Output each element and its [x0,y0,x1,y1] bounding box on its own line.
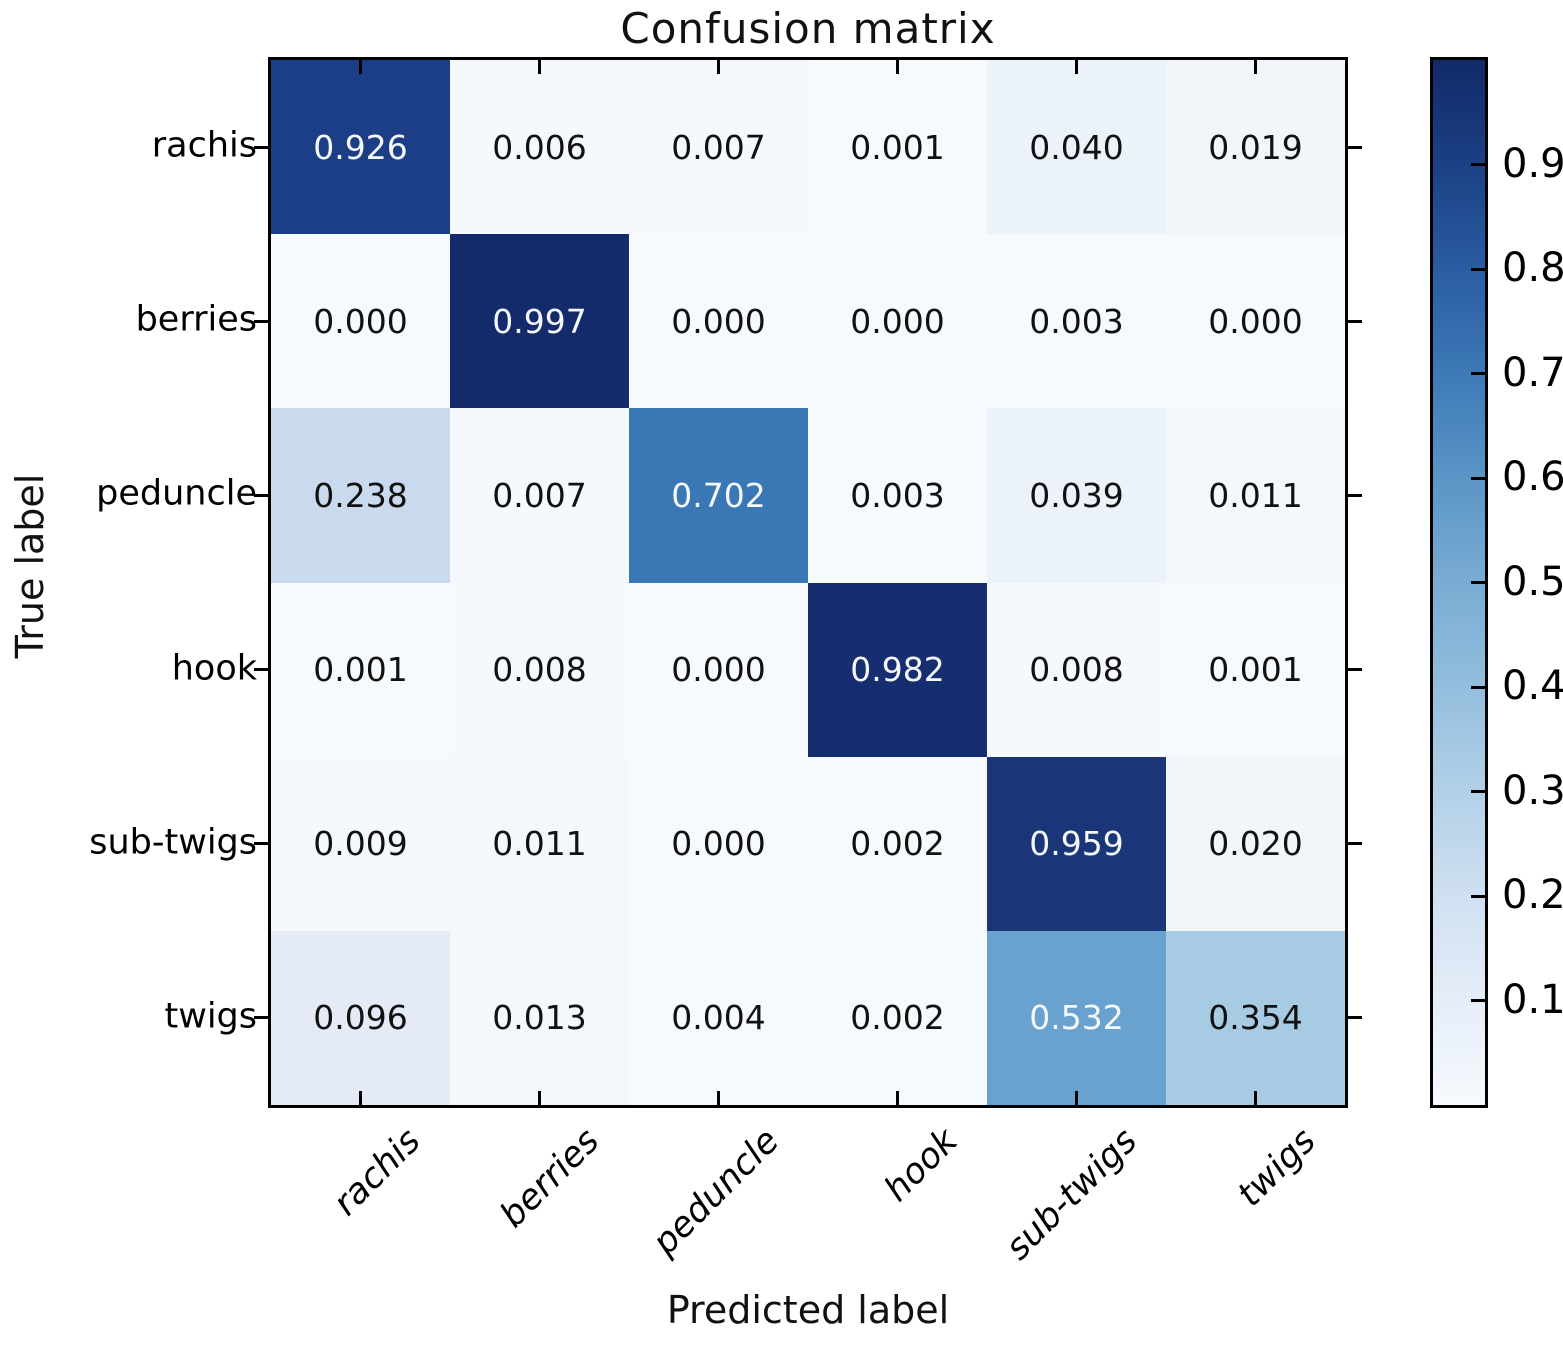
y-tick [1348,493,1362,497]
matrix-cell: 0.000 [629,756,808,931]
y-tick [1348,145,1362,149]
x-tick [1254,60,1257,74]
colorbar-tick [1471,163,1485,166]
matrix-cell: 0.007 [450,408,629,583]
colorbar-tick [1471,894,1485,898]
x-tick [538,1091,541,1105]
y-tick-label: twigs [164,996,257,1037]
matrix-cell: 0.000 [629,582,808,757]
y-tick [1348,1016,1362,1020]
x-tick [359,60,362,74]
matrix-cell: 0.007 [629,60,808,235]
y-tick-label: hook [171,647,257,688]
matrix-cell: 0.003 [987,234,1166,409]
y-tick [1348,319,1362,323]
matrix-cell: 0.702 [629,408,808,583]
matrix-cell: 0.002 [808,756,987,931]
x-tick-label: sub-twigs [997,1121,1145,1268]
y-tick-label: sub-twigs [89,822,257,863]
colorbar-tick-label: 0.9 [1502,140,1563,187]
matrix-cell: 0.039 [987,408,1166,583]
x-tick-label: rachis [326,1121,429,1224]
colorbar-tick-label: 0.2 [1502,872,1563,919]
x-tick-label: peduncle [644,1121,787,1264]
matrix-cell: 0.004 [629,930,808,1105]
y-tick [254,493,268,497]
matrix-cell: 0.019 [1166,60,1345,235]
matrix-cell: 0.982 [808,582,987,757]
matrix-cell: 0.238 [271,408,450,583]
matrix-cell: 0.011 [450,756,629,931]
y-tick [254,842,268,846]
matrix-cell: 0.020 [1166,756,1345,931]
colorbar-tick [1471,685,1485,689]
matrix-cell: 0.001 [1166,582,1345,757]
x-tick [896,60,899,74]
matrix-cell: 0.008 [450,582,629,757]
matrix-cell: 0.000 [808,234,987,409]
x-tick [1075,60,1078,74]
matrix-cell: 0.003 [808,408,987,583]
y-tick [254,1016,268,1020]
y-tick-label: berries [135,299,257,340]
x-tick-label: hook [877,1121,966,1210]
matrix-cell: 0.000 [271,234,450,409]
matrix-cell: 0.096 [271,930,450,1105]
colorbar-tick-label: 0.7 [1502,349,1563,396]
x-tick [896,1091,899,1105]
matrix-cell: 0.000 [629,234,808,409]
colorbar-tick-label: 0.4 [1502,663,1563,710]
y-tick-label: rachis [151,125,257,166]
y-axis-label: True label [8,473,52,659]
heatmap-grid: 0.926 0.006 0.007 0.001 0.040 0.019 0.000 0.997… [271,60,1345,1105]
colorbar-tick-label: 0.6 [1502,454,1563,501]
matrix-cell: 0.001 [808,60,987,235]
y-tick-label: peduncle [96,473,257,514]
colorbar-tick [1471,476,1485,480]
matrix-cell: 0.001 [271,582,450,757]
y-tick [254,319,268,323]
matrix-cell: 0.000 [1166,234,1345,409]
y-tick [1348,668,1362,672]
x-tick [359,1091,362,1105]
y-tick [254,668,268,672]
matrix-cell: 0.008 [987,582,1166,757]
y-tick [1348,842,1362,846]
x-tick-label: twigs [1230,1121,1324,1215]
matrix-cell: 0.926 [271,60,450,235]
x-tick [538,60,541,74]
colorbar-tick [1471,372,1485,375]
colorbar-tick [1471,999,1485,1002]
x-axis-label: Predicted label [666,1288,950,1332]
x-tick [717,1091,720,1105]
colorbar-tick-label: 0.5 [1502,558,1563,605]
matrix-cell: 0.532 [987,930,1166,1105]
matrix-cell: 0.006 [450,60,629,235]
colorbar-tick-label: 0.8 [1502,245,1563,292]
colorbar-tick [1471,790,1485,793]
x-tick [1075,1091,1078,1105]
colorbar-tick [1471,267,1485,271]
matrix-cell: 0.040 [987,60,1166,235]
matrix-cell: 0.011 [1166,408,1345,583]
x-tick [717,60,720,74]
colorbar-tick-label: 0.1 [1502,976,1563,1023]
chart-title: Confusion matrix [620,4,996,53]
colorbar-tick [1471,581,1485,584]
y-tick [254,145,268,149]
matrix-cell: 0.959 [987,756,1166,931]
matrix-cell: 0.013 [450,930,629,1105]
x-tick [1254,1091,1257,1105]
matrix-cell: 0.354 [1166,930,1345,1105]
matrix-cell: 0.002 [808,930,987,1105]
matrix-cell: 0.009 [271,756,450,931]
x-tick-label: berries [493,1121,608,1236]
matrix-cell: 0.997 [450,234,629,409]
colorbar-tick-label: 0.3 [1502,767,1563,814]
